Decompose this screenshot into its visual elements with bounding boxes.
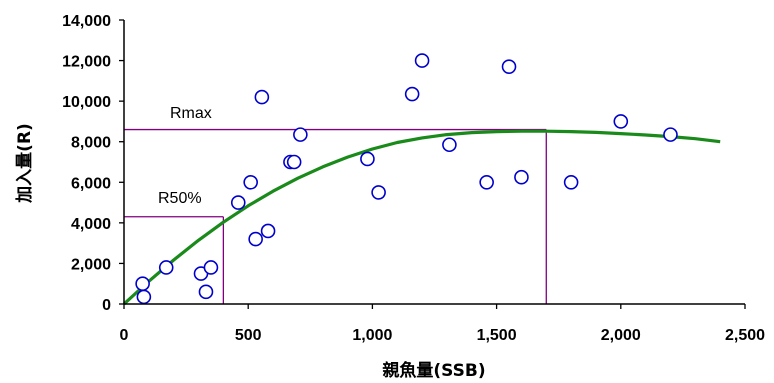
x-axis-title: 親魚量(SSB) bbox=[382, 360, 485, 381]
data-points bbox=[135, 53, 678, 305]
data-point-0 bbox=[135, 276, 150, 292]
data-point-23 bbox=[613, 114, 629, 129]
y-tick-label: 6,000 bbox=[71, 175, 111, 192]
reference-lines bbox=[124, 128, 547, 304]
data-point-13 bbox=[293, 127, 308, 142]
axes bbox=[119, 19, 746, 309]
y-tick-label: 0 bbox=[102, 297, 111, 314]
data-point-2 bbox=[158, 260, 174, 275]
data-point-7 bbox=[243, 174, 258, 190]
data-point-4 bbox=[198, 284, 214, 300]
data-point-14 bbox=[360, 151, 375, 167]
data-point-9 bbox=[254, 89, 270, 105]
fitted-curve bbox=[122, 129, 721, 306]
x-tick-label: 0 bbox=[120, 327, 129, 344]
data-point-12 bbox=[286, 154, 302, 170]
x-tick-label: 1,000 bbox=[352, 327, 392, 344]
y-axis-title: 加入量(R) bbox=[14, 123, 35, 204]
data-point-15 bbox=[371, 185, 386, 200]
data-point-6 bbox=[230, 195, 246, 210]
data-point-21 bbox=[514, 169, 529, 185]
fitted-curve-layer bbox=[122, 129, 721, 306]
y-tick-label: 14,000 bbox=[62, 13, 111, 30]
y-tick-label: 4,000 bbox=[71, 216, 111, 233]
y-tick-label: 8,000 bbox=[71, 135, 111, 152]
rmax-annotation: Rmax bbox=[170, 105, 212, 122]
y-tick-label: 10,000 bbox=[62, 94, 111, 111]
data-point-24 bbox=[663, 127, 678, 142]
r50-annotation: R50% bbox=[158, 190, 202, 207]
data-point-18 bbox=[442, 137, 457, 153]
x-tick-label: 1,500 bbox=[477, 327, 517, 344]
data-point-17 bbox=[414, 53, 430, 68]
data-point-8 bbox=[248, 231, 263, 247]
y-tick-label: 2,000 bbox=[71, 256, 111, 273]
x-tick-label: 500 bbox=[235, 327, 262, 344]
data-point-1 bbox=[136, 289, 152, 305]
tick-labels: 0 2,000 4,000 6,000 8,000 10,000 12,000 14,000 0… bbox=[62, 13, 765, 344]
data-point-10 bbox=[260, 223, 276, 239]
data-point-5 bbox=[203, 260, 219, 275]
y-tick-label: 12,000 bbox=[62, 54, 111, 71]
data-point-20 bbox=[501, 59, 517, 74]
data-point-22 bbox=[563, 174, 579, 190]
data-point-16 bbox=[404, 86, 420, 102]
x-tick-label: 2,000 bbox=[601, 327, 641, 344]
data-point-19 bbox=[479, 174, 494, 190]
x-tick-label: 2,500 bbox=[725, 327, 765, 344]
